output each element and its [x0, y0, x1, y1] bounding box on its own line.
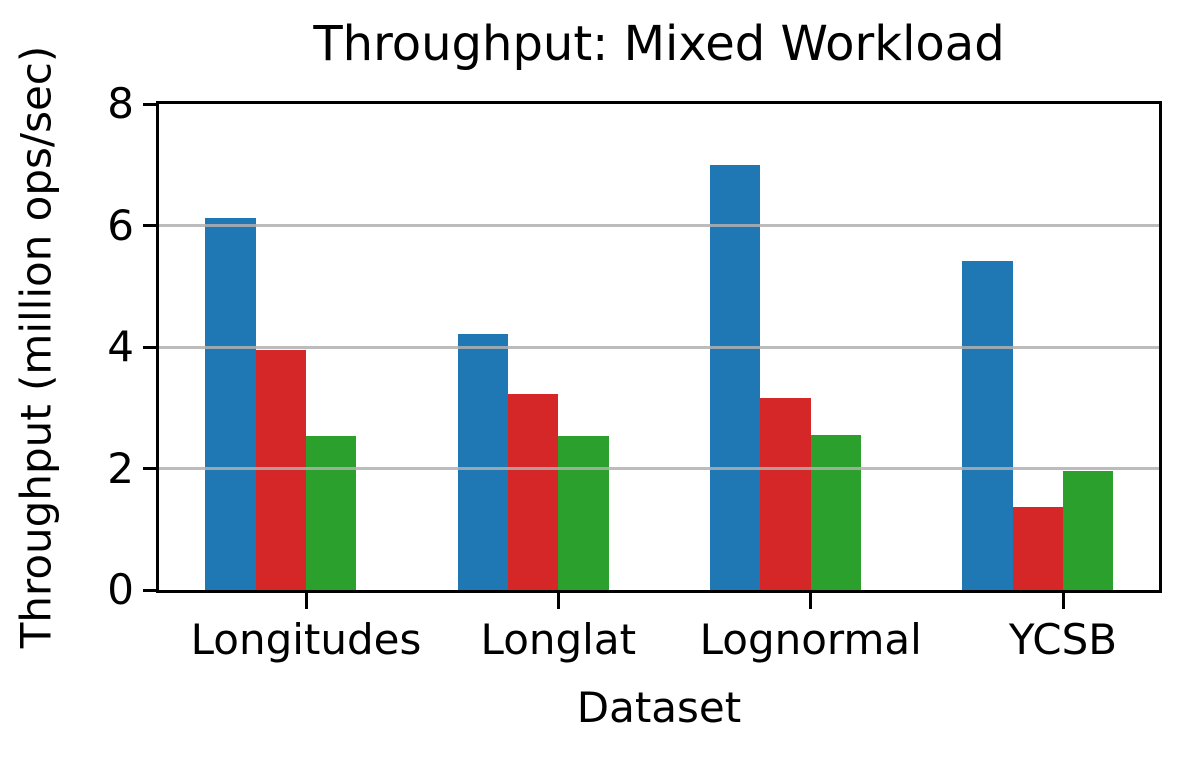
- gridline-6: [159, 224, 1159, 227]
- y-tick-label-2: 2: [107, 443, 134, 493]
- x-tick-label-ycsb: YCSB: [1008, 615, 1118, 664]
- x-tick-label-longlat: Longlat: [480, 615, 637, 664]
- bar-blue-ycsb: [962, 260, 1013, 590]
- y-tick-label-6: 6: [107, 200, 134, 250]
- bar-green-lognormal: [810, 435, 861, 590]
- y-tick-8: [143, 102, 156, 106]
- bar-blue-lognormal: [710, 164, 761, 590]
- bar-green-longlat: [558, 436, 609, 590]
- bar-green-ycsb: [1063, 470, 1114, 590]
- plot-area: [156, 101, 1162, 593]
- bar-red-longitudes: [255, 350, 306, 590]
- y-tick-4: [143, 345, 156, 349]
- bar-blue-longitudes: [205, 217, 256, 590]
- y-tick-0: [143, 588, 156, 592]
- bar-red-longlat: [508, 394, 559, 590]
- x-tick-longlat: [556, 593, 560, 609]
- x-axis-label: Dataset: [576, 683, 742, 732]
- bar-blue-longlat: [457, 334, 508, 590]
- bar-red-ycsb: [1012, 506, 1063, 590]
- x-tick-longitudes: [304, 593, 308, 609]
- y-tick-2: [143, 467, 156, 470]
- x-tick-lognormal: [809, 593, 813, 609]
- x-tick-ycsb: [1061, 593, 1065, 609]
- bar-green-longitudes: [306, 436, 357, 590]
- chart-title: Throughput: Mixed Workload: [313, 16, 1005, 72]
- y-tick-label-4: 4: [107, 322, 134, 371]
- y-tick-label-0: 0: [107, 565, 134, 614]
- x-tick-label-lognormal: Lognormal: [699, 615, 922, 664]
- y-tick-label-8: 8: [107, 79, 134, 128]
- bar-red-lognormal: [760, 398, 811, 590]
- gridline-4: [159, 345, 1159, 349]
- gridline-2: [159, 467, 1159, 470]
- y-tick-6: [143, 224, 156, 227]
- x-tick-label-longitudes: Longitudes: [190, 615, 422, 664]
